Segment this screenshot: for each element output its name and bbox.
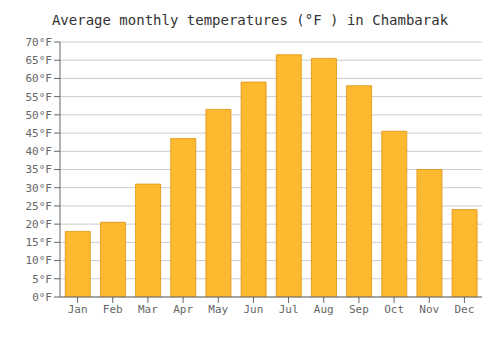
html-text:Average monthly temperatures (: Average monthly temperatures (°F ) in Ch…: [51, 12, 449, 28]
svg-text:15°F: 15°F: [26, 236, 53, 249]
svg-text:65°F: 65°F: [26, 54, 53, 67]
svg-text:70°F: 70°F: [26, 36, 53, 49]
svg-text:10°F: 10°F: [26, 254, 53, 267]
svg-text:55°F: 55°F: [26, 91, 53, 104]
svg-text:May: May: [208, 303, 228, 316]
svg-text:Jul: Jul: [279, 303, 299, 316]
svg-text:60°F: 60°F: [26, 72, 53, 85]
svg-text:Aug: Aug: [314, 303, 334, 316]
svg-text:Apr: Apr: [173, 303, 193, 316]
svg-text:Mar: Mar: [138, 303, 158, 316]
svg-text:30°F: 30°F: [26, 182, 53, 195]
svg-text:Nov: Nov: [419, 303, 439, 316]
svg-text:50°F: 50°F: [26, 109, 53, 122]
svg-text:45°F: 45°F: [26, 127, 53, 140]
svg-text:5°F: 5°F: [32, 273, 52, 286]
svg-text:20°F: 20°F: [26, 218, 53, 231]
svg-text:Sep: Sep: [349, 303, 369, 316]
svg-text:40°F: 40°F: [26, 145, 53, 158]
svg-text:Jan: Jan: [68, 303, 88, 316]
svg-text:35°F: 35°F: [26, 163, 53, 176]
svg-text:Oct: Oct: [384, 303, 404, 316]
svg-text:Jun: Jun: [243, 303, 263, 316]
svg-text:0°F: 0°F: [32, 291, 52, 304]
svg-text:Feb: Feb: [103, 303, 123, 316]
svg-text:Dec: Dec: [454, 303, 474, 316]
svg-text:25°F: 25°F: [26, 200, 53, 213]
